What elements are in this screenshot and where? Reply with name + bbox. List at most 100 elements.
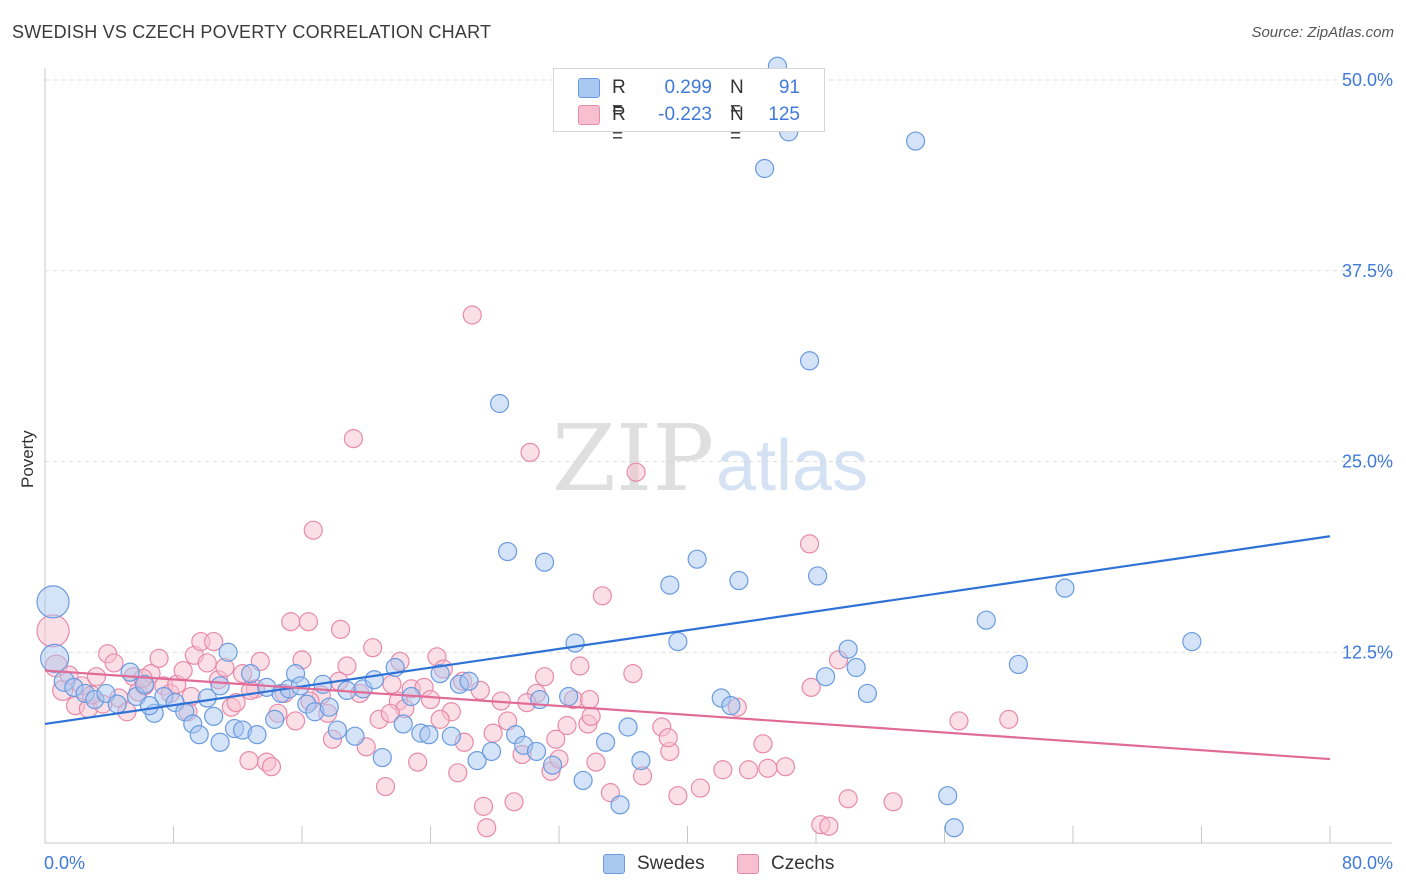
swede-point (610, 795, 630, 815)
swede-point (526, 741, 547, 762)
swede-point (944, 818, 964, 838)
swede-point (204, 706, 224, 726)
czech-point (285, 711, 306, 731)
tick-labels: 12.5% 25.0% 37.5% 50.0% 0.0% 80.0% (44, 70, 1393, 873)
swede-point (559, 686, 579, 707)
czech-point (801, 677, 821, 697)
czech-point (298, 612, 319, 632)
czech-point (949, 711, 969, 731)
czech-point (520, 442, 540, 462)
czech-point (363, 638, 383, 658)
czech-point (462, 305, 482, 325)
czech-point (104, 653, 124, 673)
czech-point (420, 689, 441, 710)
swede-point (618, 717, 638, 737)
swede-point (687, 549, 707, 569)
swede-point (838, 639, 858, 659)
swede-point (393, 714, 413, 734)
czech-point (226, 693, 246, 713)
x-tick-label-max: 80.0% (1342, 853, 1393, 873)
swede-point (210, 676, 230, 696)
swede-point (210, 732, 230, 752)
czech-point (173, 660, 193, 681)
czech-point (303, 520, 323, 540)
y-tick-label: 25.0% (1342, 452, 1393, 472)
czech-point (546, 729, 566, 749)
swede-point (120, 662, 140, 682)
czech-point (623, 664, 643, 684)
x-tick-label-min: 0.0% (44, 853, 85, 873)
swede-point (808, 566, 828, 586)
czech-point (197, 653, 217, 673)
swede-point (631, 750, 651, 771)
czech-point (149, 648, 169, 668)
czech-point (343, 429, 363, 449)
czech-point (738, 760, 759, 780)
czech-point (261, 757, 282, 777)
n-value: 125 (768, 104, 800, 125)
swede-point (976, 610, 996, 630)
swede-point (459, 671, 479, 691)
czech-point (408, 752, 428, 772)
n-label: N = (730, 104, 744, 147)
czech-point (668, 786, 688, 806)
swede-point (189, 725, 209, 745)
swede-point (938, 786, 958, 806)
r-value: -0.223 (658, 104, 712, 125)
n-label: N = (730, 77, 744, 120)
swede-point (573, 770, 593, 791)
czech-point (775, 757, 796, 777)
swede-point (327, 720, 347, 740)
swede-point (372, 747, 392, 768)
czech-point (239, 750, 259, 771)
czech-point (448, 763, 468, 783)
czech-point (382, 674, 402, 694)
swede-point (1182, 631, 1202, 652)
grid (45, 79, 1392, 653)
czech-point (658, 728, 678, 748)
czech-point (586, 752, 606, 772)
y-tick-label: 37.5% (1342, 261, 1393, 281)
swede-point (467, 750, 487, 771)
swede-point (816, 667, 836, 687)
swedes-legend-label: Swedes (637, 853, 705, 874)
czech-point (375, 776, 396, 797)
czech-point (579, 689, 600, 710)
czech-point (819, 816, 839, 836)
czech-point (570, 656, 590, 676)
czech-point (713, 760, 733, 780)
czech-point (473, 796, 494, 816)
czech-point (581, 706, 601, 726)
czech-point (557, 715, 577, 736)
swede-point (1055, 578, 1075, 598)
czechs-points (36, 305, 1019, 838)
czech-point (753, 734, 773, 754)
swede-point (534, 552, 555, 572)
czech-point (86, 667, 107, 687)
swede-point (36, 585, 70, 619)
czech-point (36, 614, 70, 648)
czech-point (430, 709, 450, 729)
czech-point (626, 462, 646, 482)
czech-point (999, 709, 1019, 729)
czech-point (380, 703, 400, 723)
swede-point (345, 726, 365, 746)
czech-point (690, 778, 710, 798)
chart-title: SWEDISH VS CZECH POVERTY CORRELATION CHA… (12, 22, 492, 42)
r-label: R = (612, 77, 626, 120)
swede-point (247, 725, 267, 745)
swede-point (489, 393, 510, 414)
r-label: R = (612, 104, 626, 147)
swede-point (754, 158, 775, 179)
czechs-swatch (578, 105, 600, 125)
swede-point (721, 696, 741, 716)
watermark-atlas: atlas (716, 426, 868, 506)
trend-lines (44, 535, 1331, 761)
swede-point (364, 670, 384, 690)
y-tick-label: 12.5% (1342, 642, 1393, 662)
swede-point (846, 657, 866, 678)
swede-point (542, 755, 563, 775)
czech-point (504, 792, 524, 812)
swede-point (107, 694, 127, 714)
